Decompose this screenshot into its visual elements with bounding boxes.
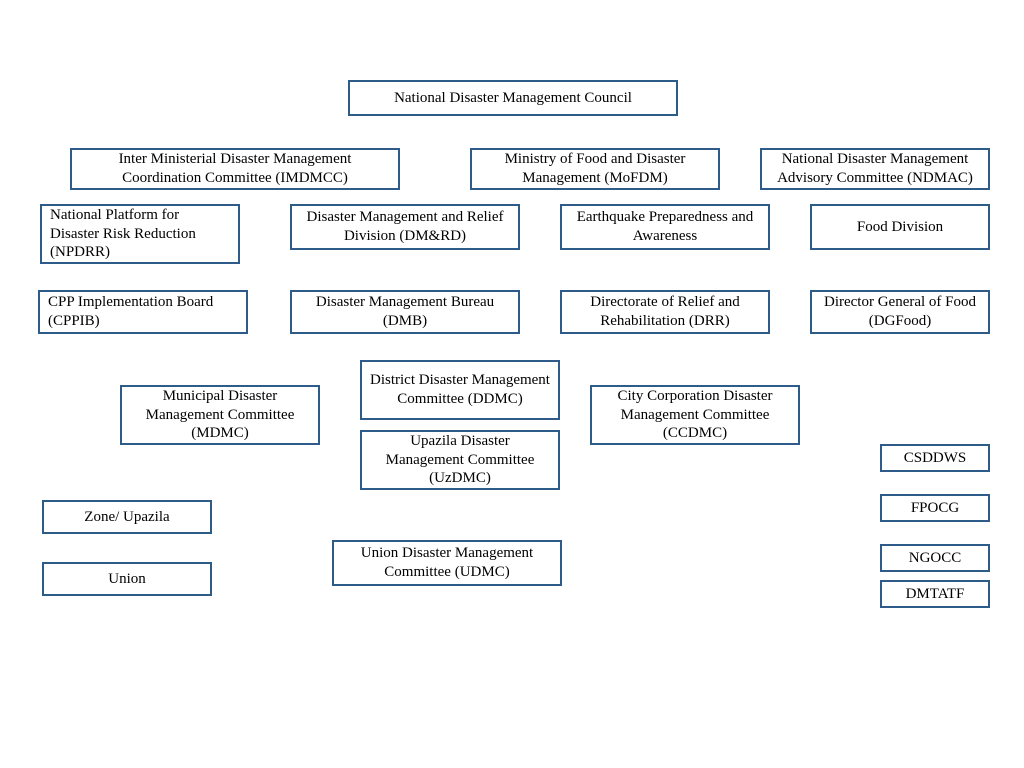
org-chart-canvas: National Disaster Management Council Inte… <box>0 0 1024 768</box>
node-udmc: Union Disaster Management Committee (UDM… <box>332 540 562 586</box>
node-ndmc_top: National Disaster Management Council <box>348 80 678 116</box>
node-epa: Earthquake Preparedness and Awareness <box>560 204 770 250</box>
node-dmb: Disaster Management Bureau (DMB) <box>290 290 520 334</box>
node-ddmc: District Disaster Management Committee (… <box>360 360 560 420</box>
node-ngocc: NGOCC <box>880 544 990 572</box>
node-fpocg: FPOCG <box>880 494 990 522</box>
node-food_div: Food Division <box>810 204 990 250</box>
node-ndmac: National Disaster Management Advisory Co… <box>760 148 990 190</box>
node-drr: Directorate of Relief and Rehabilitation… <box>560 290 770 334</box>
node-dmrd: Disaster Management and Relief Division … <box>290 204 520 250</box>
node-csddws: CSDDWS <box>880 444 990 472</box>
node-ccdmc: City Corporation Disaster Management Com… <box>590 385 800 445</box>
node-dmtatf: DMTATF <box>880 580 990 608</box>
node-mofdm: Ministry of Food and Disaster Management… <box>470 148 720 190</box>
node-union: Union <box>42 562 212 596</box>
node-npdrr: National Platform for Disaster Risk Redu… <box>40 204 240 264</box>
node-cppib: CPP Implementation Board (CPPIB) <box>38 290 248 334</box>
node-uzdmc: Upazila Disaster Management Committee (U… <box>360 430 560 490</box>
node-zone: Zone/ Upazila <box>42 500 212 534</box>
node-mdmc: Municipal Disaster Management Committee … <box>120 385 320 445</box>
node-imdmcc: Inter Ministerial Disaster Management Co… <box>70 148 400 190</box>
node-dgfood: Director General of Food (DGFood) <box>810 290 990 334</box>
